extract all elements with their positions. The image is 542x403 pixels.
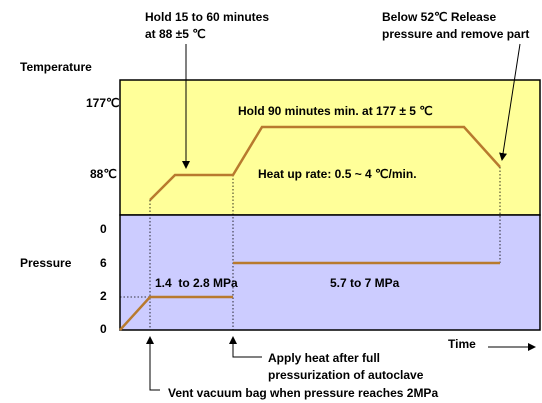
annotation: Vent vacuum bag when pressure reaches 2M… [168,386,438,400]
arrows [146,43,536,391]
temperature-panel [119,79,541,216]
annotation: Apply heat after full [268,351,380,365]
annotation: at 88 ±5 ℃ [145,27,206,41]
axis-label: 177℃ [86,96,120,110]
annotation: Hold 15 to 60 minutes [145,10,269,24]
guide-lines [120,167,501,330]
axis-title: Time [448,337,476,351]
temperature-curve [149,125,501,201]
axis-label: 2 [100,289,107,303]
axis-label: 0 [100,322,107,336]
annotation: Heat up rate: 0.5 ~ 4 ℃/min. [258,167,417,181]
annotation: pressure and remove part [382,27,529,41]
axis-label: 6 [100,256,107,270]
axis-label: 0 [100,222,107,236]
annotation: 5.7 to 7 MPa [330,276,400,290]
pressure-panel [119,214,541,331]
axis-title: Pressure [20,256,72,270]
annotation: pressurization of autoclave [268,368,424,382]
axis-label: 88℃ [90,167,117,181]
annotation: 1.4 to 2.8 MPa [155,276,238,290]
annotation: Hold 90 minutes min. at 177 ± 5 ℃ [238,104,433,118]
annotation: Below 52℃ Release [382,10,497,24]
axis-title: Temperature [20,60,92,74]
pressure-curve-low [119,295,233,331]
